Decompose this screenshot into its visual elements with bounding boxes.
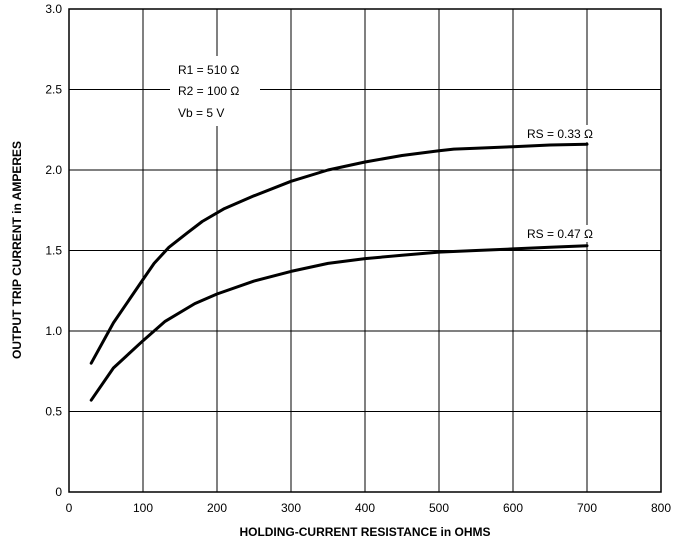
y-tick-label: 1.5 bbox=[45, 244, 62, 258]
condition-vb: Vb = 5 V bbox=[178, 106, 224, 120]
x-tick-label: 700 bbox=[577, 501, 597, 515]
x-tick-label: 0 bbox=[66, 501, 73, 515]
y-axis-ticks: 0 0.5 1.0 1.5 2.0 2.5 3.0 bbox=[45, 2, 62, 499]
y-tick-label: 0 bbox=[55, 485, 62, 499]
x-axis-label: HOLDING-CURRENT RESISTANCE in OHMS bbox=[239, 525, 490, 539]
x-tick-label: 100 bbox=[133, 501, 153, 515]
series-label-rs-047: RS = 0.47 Ω bbox=[527, 227, 593, 241]
y-axis-label: OUTPUT TRIP CURRENT in AMPERES bbox=[10, 141, 24, 359]
y-tick-label: 2.0 bbox=[45, 163, 62, 177]
series-line-0 bbox=[89, 142, 589, 365]
series-labels: RS = 0.33 Ω RS = 0.47 Ω bbox=[522, 125, 608, 242]
conditions-box bbox=[170, 56, 260, 126]
condition-r1: R1 = 510 Ω bbox=[178, 63, 239, 77]
x-tick-label: 200 bbox=[207, 501, 227, 515]
plot-frame bbox=[68, 8, 662, 493]
x-tick-label: 600 bbox=[503, 501, 523, 515]
x-tick-label: 800 bbox=[651, 501, 671, 515]
series-line-1 bbox=[89, 244, 589, 402]
series-label-bg-1 bbox=[522, 225, 608, 242]
grid bbox=[68, 8, 662, 493]
x-tick-label: 400 bbox=[355, 501, 375, 515]
y-tick-label: 0.5 bbox=[45, 405, 62, 419]
condition-r2: R2 = 100 Ω bbox=[178, 84, 239, 98]
y-tick-label: 2.5 bbox=[45, 83, 62, 97]
y-tick-label: 3.0 bbox=[45, 2, 62, 16]
conditions-annotation: R1 = 510 Ω R2 = 100 Ω Vb = 5 V bbox=[170, 56, 260, 126]
series-lines bbox=[89, 142, 589, 402]
series-label-bg-0 bbox=[522, 125, 608, 142]
y-tick-label: 1.0 bbox=[45, 324, 62, 338]
x-tick-label: 500 bbox=[429, 501, 449, 515]
x-axis-ticks: 0 100 200 300 400 500 600 700 800 bbox=[66, 501, 672, 515]
x-tick-label: 300 bbox=[281, 501, 301, 515]
series-label-rs-033: RS = 0.33 Ω bbox=[527, 127, 593, 141]
